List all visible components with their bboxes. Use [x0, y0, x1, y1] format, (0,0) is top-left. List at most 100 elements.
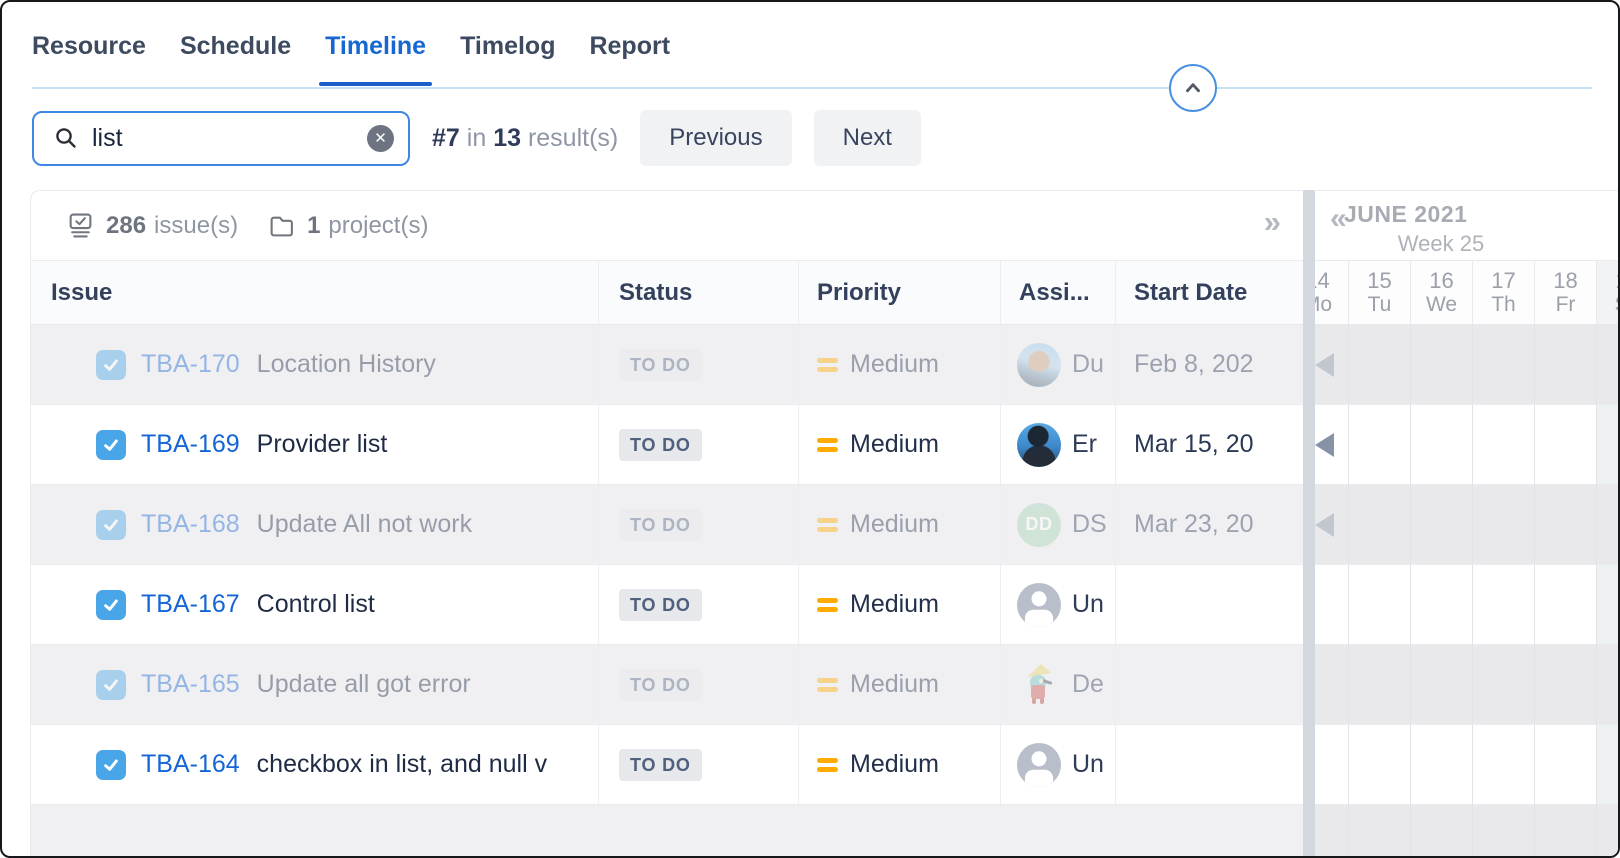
- timeline-day-cell: [1410, 725, 1472, 805]
- nav-tab-timeline[interactable]: Timeline: [319, 32, 433, 86]
- row-checkbox[interactable]: [96, 669, 126, 700]
- column-header-priority[interactable]: Priority: [798, 261, 1000, 324]
- result-position: #7: [432, 123, 460, 152]
- timeline-row: [1286, 565, 1618, 645]
- search-result-counter: #7 in 13 result(s): [432, 123, 619, 152]
- assignee-avatar: [1017, 342, 1061, 387]
- timeline-day-cell: [1534, 805, 1596, 856]
- top-nav: Resource Schedule Timeline Timelog Repor…: [32, 32, 670, 86]
- timeline-day-cell: [1472, 325, 1534, 405]
- assignee-name: Du: [1072, 350, 1104, 378]
- issues-count: 286: [106, 211, 147, 239]
- search-input[interactable]: [92, 123, 367, 153]
- nav-divider-line: [32, 87, 1592, 89]
- priority-medium-icon: [817, 757, 838, 772]
- check-icon: [104, 598, 118, 611]
- table-row: TBA-167 Control list TO DO Medium Un: [31, 565, 1303, 645]
- column-header-issue[interactable]: Issue: [51, 278, 113, 306]
- check-icon: [104, 678, 118, 691]
- issue-key-link[interactable]: TBA-168: [141, 510, 240, 538]
- timeline-row: [1286, 405, 1618, 485]
- projects-count: 1: [307, 211, 321, 239]
- collapse-columns-icon[interactable]: «: [1330, 202, 1347, 235]
- table-header-row: Issue Status Priority Assi... Start Date: [31, 261, 1303, 325]
- timeline-day-cell: [1596, 805, 1618, 856]
- issue-title: Update All not work: [256, 510, 473, 538]
- timeline-day-cell: [1410, 565, 1472, 645]
- assignee-name: Un: [1072, 590, 1104, 618]
- table-row: TBA-169 Provider list TO DO Medium Er Ma…: [31, 405, 1303, 485]
- status-badge: TO DO: [619, 428, 702, 461]
- row-checkbox[interactable]: [96, 749, 126, 780]
- expand-columns-icon[interactable]: »: [1263, 204, 1281, 239]
- timeline-row: [1286, 485, 1618, 565]
- issue-key-link[interactable]: TBA-164: [141, 750, 240, 778]
- timeline-day-cell: [1348, 645, 1410, 725]
- timeline-day-cell: [1472, 805, 1534, 856]
- timeline-week-label: Week 25: [1397, 231, 1485, 256]
- panel-resize-handle[interactable]: [1303, 190, 1315, 856]
- issue-title: checkbox in list, and null v: [256, 750, 548, 778]
- timeline-day-column-header: 15 Tu: [1348, 261, 1410, 324]
- timeline-day-column-header: 16 We: [1410, 261, 1472, 324]
- previous-button[interactable]: Previous: [640, 110, 792, 166]
- issue-key-link[interactable]: TBA-167: [141, 590, 240, 618]
- nav-tab-timelog[interactable]: Timelog: [460, 32, 556, 60]
- status-badge: TO DO: [619, 748, 702, 781]
- nav-tab-resource[interactable]: Resource: [32, 32, 146, 60]
- assignee-avatar: [1017, 742, 1061, 787]
- timeline-day-cell: [1410, 485, 1472, 565]
- issue-key-link[interactable]: TBA-170: [141, 350, 240, 378]
- assignee-name: Er: [1072, 430, 1097, 458]
- timeline-day-cell: [1472, 565, 1534, 645]
- row-checkbox[interactable]: [96, 589, 126, 620]
- timeline-day-cell: [1596, 725, 1618, 805]
- status-badge: TO DO: [619, 348, 702, 381]
- row-checkbox[interactable]: [96, 349, 126, 380]
- timeline-row: [1286, 805, 1618, 856]
- timeline-day-cell: [1596, 565, 1618, 645]
- row-checkbox[interactable]: [96, 429, 126, 460]
- timeline-day-cell: [1348, 565, 1410, 645]
- status-badge: TO DO: [619, 508, 702, 541]
- timeline-day-cell: [1348, 725, 1410, 805]
- issues-stack-icon: [67, 212, 94, 239]
- check-icon: [104, 438, 118, 451]
- assignee-name: Un: [1072, 750, 1104, 778]
- start-date-value: Feb 8, 202: [1134, 350, 1254, 378]
- issue-key-link[interactable]: TBA-169: [141, 430, 240, 458]
- timeline-month-label: JUNE 2021: [1344, 201, 1468, 227]
- timeline-rows: [1286, 325, 1618, 856]
- row-checkbox[interactable]: [96, 509, 126, 540]
- issue-key-link[interactable]: TBA-165: [141, 670, 240, 698]
- timeline-day-column-header: 17 Th: [1472, 261, 1534, 324]
- bar-offscreen-left-marker-icon: [1315, 353, 1334, 377]
- assignee-avatar: [1017, 663, 1061, 707]
- projects-count-label: project(s): [328, 211, 429, 239]
- timeline-panel: « JUNE 2021 Week 25 14 Mo 15 Tu 16 We 17…: [1286, 190, 1618, 856]
- collapse-panel-button[interactable]: [1169, 64, 1217, 112]
- column-header-status[interactable]: Status: [598, 261, 798, 324]
- timeline-day-cell: [1472, 405, 1534, 485]
- priority-label: Medium: [850, 670, 939, 698]
- timeline-day-cell: [1348, 485, 1410, 565]
- priority-label: Medium: [850, 430, 939, 458]
- result-total: 13: [493, 123, 521, 152]
- clear-search-icon[interactable]: ✕: [367, 124, 394, 152]
- assignee-name: De: [1072, 670, 1104, 698]
- timeline-day-cell: [1534, 485, 1596, 565]
- priority-label: Medium: [850, 750, 939, 778]
- nav-tab-schedule[interactable]: Schedule: [179, 32, 292, 60]
- column-header-assignee[interactable]: Assi...: [1000, 261, 1115, 324]
- start-date-value: Mar 15, 20: [1134, 430, 1254, 458]
- timeline-day-cell: [1596, 485, 1618, 565]
- timeline-day-cell: [1596, 645, 1618, 725]
- column-header-start-date[interactable]: Start Date: [1115, 261, 1303, 324]
- next-button[interactable]: Next: [813, 110, 921, 166]
- priority-label: Medium: [850, 350, 939, 378]
- nav-tab-report[interactable]: Report: [589, 32, 671, 60]
- assignee-name: DS: [1072, 510, 1107, 538]
- table-row: TBA-168 Update All not work TO DO Medium…: [31, 485, 1303, 565]
- assignee-avatar: [1017, 582, 1061, 627]
- timeline-row: [1286, 325, 1618, 405]
